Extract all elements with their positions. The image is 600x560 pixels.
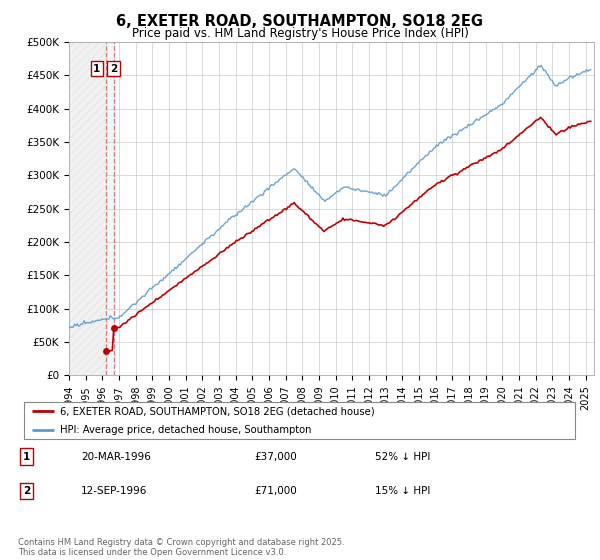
Text: 1: 1 [23,451,30,461]
Text: 6, EXETER ROAD, SOUTHAMPTON, SO18 2EG (detached house): 6, EXETER ROAD, SOUTHAMPTON, SO18 2EG (d… [60,406,374,416]
Text: Contains HM Land Registry data © Crown copyright and database right 2025.
This d: Contains HM Land Registry data © Crown c… [18,538,344,557]
Text: 6, EXETER ROAD, SOUTHAMPTON, SO18 2EG: 6, EXETER ROAD, SOUTHAMPTON, SO18 2EG [116,14,484,29]
Text: 12-SEP-1996: 12-SEP-1996 [81,486,148,496]
Bar [69,42,106,375]
Text: £37,000: £37,000 [254,451,296,461]
Text: 52% ↓ HPI: 52% ↓ HPI [375,451,430,461]
Text: 1: 1 [93,64,100,74]
Bar [69,42,106,375]
FancyBboxPatch shape [24,402,575,439]
Text: 2: 2 [23,486,30,496]
Text: Price paid vs. HM Land Registry's House Price Index (HPI): Price paid vs. HM Land Registry's House … [131,27,469,40]
Text: 2: 2 [110,64,117,74]
Text: 20-MAR-1996: 20-MAR-1996 [81,451,151,461]
Text: 15% ↓ HPI: 15% ↓ HPI [375,486,430,496]
Text: HPI: Average price, detached house, Southampton: HPI: Average price, detached house, Sout… [60,425,311,435]
Bar [106,42,114,375]
Text: £71,000: £71,000 [254,486,296,496]
